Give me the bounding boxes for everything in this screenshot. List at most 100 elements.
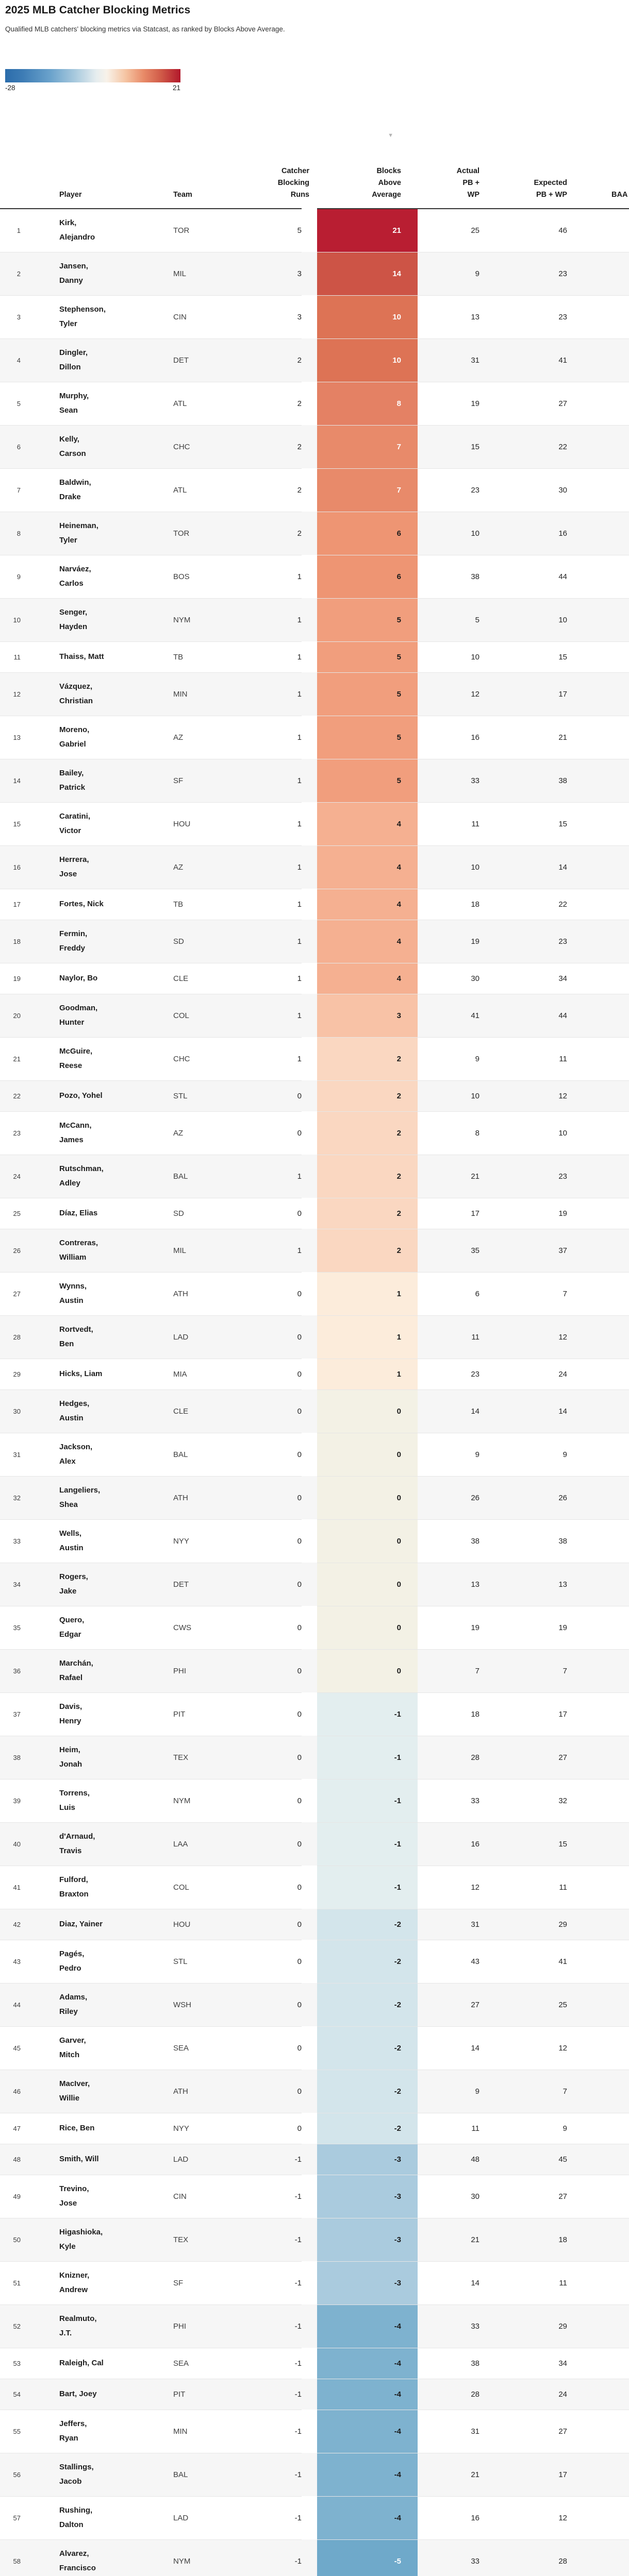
expected-pb-wp-value: 12	[558, 2513, 567, 2522]
row-rank: 32	[13, 1494, 21, 1502]
expected-pb-wp-value: 29	[558, 1920, 567, 1929]
catcher-blocking-runs-value: -1	[294, 2192, 302, 2201]
column-header-baa-clipped[interactable]: BAA	[567, 97, 629, 209]
catcher-blocking-runs-value: 0	[297, 1957, 302, 1966]
player-name: Hicks, Liam	[59, 1369, 103, 1378]
actual-pb-wp-value: 23	[471, 485, 479, 495]
clipped-baa-value	[567, 1476, 629, 1519]
clipped-baa-value	[567, 2261, 629, 2304]
column-header-team[interactable]: Team	[170, 97, 219, 209]
row-rank: 14	[13, 776, 21, 785]
blocks-above-average-cell: 2	[309, 1037, 418, 1080]
clipped-baa-value	[567, 1272, 629, 1315]
catcher-blocking-runs-value: 1	[297, 862, 302, 872]
team-abbreviation: AZ	[173, 733, 184, 742]
player-name: Torrens, Luis	[59, 1789, 90, 1812]
column-header-actual-pb-wp[interactable]: Actual PB + WP	[418, 97, 479, 209]
actual-pb-wp-value: 28	[471, 1753, 479, 1762]
expected-pb-wp-value: 28	[558, 2556, 567, 2566]
expected-pb-wp-value: 23	[558, 312, 567, 321]
row-rank: 56	[13, 2470, 21, 2479]
expected-pb-wp-value: 22	[558, 900, 567, 909]
expected-pb-wp-value: 17	[558, 2470, 567, 2479]
team-abbreviation: PHI	[173, 1666, 187, 1675]
table-row: 23 McCann, James AZ 0 2 8 10	[0, 1111, 629, 1155]
row-rank: 10	[13, 616, 21, 624]
table-row: 18 Fermin, Freddy SD 1 4 19 23	[0, 920, 629, 963]
player-name: Caratini, Victor	[59, 812, 91, 835]
player-name: Fortes, Nick	[59, 900, 104, 908]
table-row: 44 Adams, Riley WSH 0 -2 27 25	[0, 1983, 629, 2026]
row-rank: 25	[13, 1209, 21, 1217]
catcher-blocking-runs-value: 0	[297, 1493, 302, 1502]
expected-pb-wp-value: 9	[562, 2124, 567, 2133]
player-name: Thaiss, Matt	[59, 652, 104, 661]
actual-pb-wp-value: 11	[471, 1332, 479, 1342]
expected-pb-wp-value: 21	[558, 733, 567, 742]
actual-pb-wp-value: 9	[475, 1450, 479, 1459]
clipped-baa-value	[567, 338, 629, 382]
column-header-player[interactable]: Player	[21, 97, 170, 209]
team-abbreviation: CLE	[173, 1406, 189, 1416]
clipped-baa-value	[567, 425, 629, 468]
actual-pb-wp-value: 13	[471, 312, 479, 321]
column-header-blocks-above-average[interactable]: ▼ Blocks Above Average	[309, 97, 418, 209]
team-abbreviation: AZ	[173, 1128, 184, 1138]
table-row: 38 Heim, Jonah TEX 0 -1 28 27	[0, 1736, 629, 1779]
team-abbreviation: CIN	[173, 312, 187, 321]
blocks-above-average-cell: 5	[309, 598, 418, 641]
table-row: 10 Senger, Hayden NYM 1 5 5 10	[0, 598, 629, 641]
team-abbreviation: TEX	[173, 2235, 189, 2244]
team-abbreviation: MIN	[173, 689, 188, 699]
column-header-expected-pb-wp[interactable]: Expected PB + WP	[479, 97, 567, 209]
blocks-above-average-cell: -2	[309, 1940, 418, 1983]
team-abbreviation: NYY	[173, 1536, 189, 1546]
player-name: Higashioka, Kyle	[59, 2228, 103, 2251]
catcher-blocking-runs-value: 1	[297, 615, 302, 624]
team-abbreviation: MIA	[173, 1369, 187, 1379]
clipped-baa-value	[567, 2070, 629, 2113]
player-name: Hedges, Austin	[59, 1399, 90, 1422]
team-abbreviation: PIT	[173, 2389, 186, 2399]
table-row: 28 Rortvedt, Ben LAD 0 1 11 12	[0, 1315, 629, 1359]
player-name: Marchán, Rafael	[59, 1659, 93, 1682]
expected-pb-wp-value: 11	[559, 2278, 567, 2287]
table-row: 2 Jansen, Danny MIL 3 14 9 23	[0, 252, 629, 295]
blocks-above-average-cell: 7	[309, 425, 418, 468]
blocks-above-average-cell: -1	[309, 1736, 418, 1779]
catcher-blocking-table: Player Team Catcher Blocking Runs ▼ Bloc…	[0, 97, 629, 2576]
blocks-above-average-cell: -3	[309, 2261, 418, 2304]
clipped-baa-value	[567, 598, 629, 641]
table-row: 50 Higashioka, Kyle TEX -1 -3 21 18	[0, 2218, 629, 2261]
actual-pb-wp-value: 19	[471, 937, 479, 946]
player-name: Contreras, William	[59, 1239, 98, 1262]
blocks-above-average-cell: -1	[309, 1692, 418, 1736]
clipped-baa-value	[567, 1779, 629, 1822]
row-rank: 3	[16, 313, 21, 321]
row-rank: 22	[13, 1092, 21, 1100]
actual-pb-wp-value: 16	[471, 1839, 479, 1849]
row-rank: 17	[13, 900, 21, 908]
actual-pb-wp-value: 21	[471, 1172, 479, 1181]
row-rank: 39	[13, 1797, 21, 1805]
blocks-above-average-cell: 0	[309, 1519, 418, 1563]
row-rank: 41	[13, 1883, 21, 1891]
team-abbreviation: LAD	[173, 2155, 189, 2164]
player-name: Kelly, Carson	[59, 435, 86, 458]
blocks-above-average-cell: 0	[309, 1563, 418, 1606]
player-name: Díaz, Elias	[59, 1209, 98, 1217]
column-header-catcher-blocking-runs[interactable]: Catcher Blocking Runs	[219, 97, 309, 209]
clipped-baa-value	[567, 1111, 629, 1155]
catcher-blocking-runs-value: 0	[297, 2043, 302, 2053]
table-row: 24 Rutschman, Adley BAL 1 2 21 23	[0, 1155, 629, 1198]
blocks-above-average-cell: 5	[309, 672, 418, 716]
clipped-baa-value	[567, 1692, 629, 1736]
page-subtitle: Qualified MLB catchers' blocking metrics…	[5, 25, 285, 33]
actual-pb-wp-value: 38	[471, 1536, 479, 1546]
player-name: Baldwin, Drake	[59, 478, 91, 501]
table-row: 1 Kirk, Alejandro TOR 5 21 25 46	[0, 209, 629, 252]
expected-pb-wp-value: 27	[558, 399, 567, 408]
table-row: 31 Jackson, Alex BAL 0 0 9 9	[0, 1433, 629, 1476]
catcher-blocking-runs-value: 1	[297, 1054, 302, 1063]
table-row: 48 Smith, Will LAD -1 -3 48 45	[0, 2144, 629, 2175]
